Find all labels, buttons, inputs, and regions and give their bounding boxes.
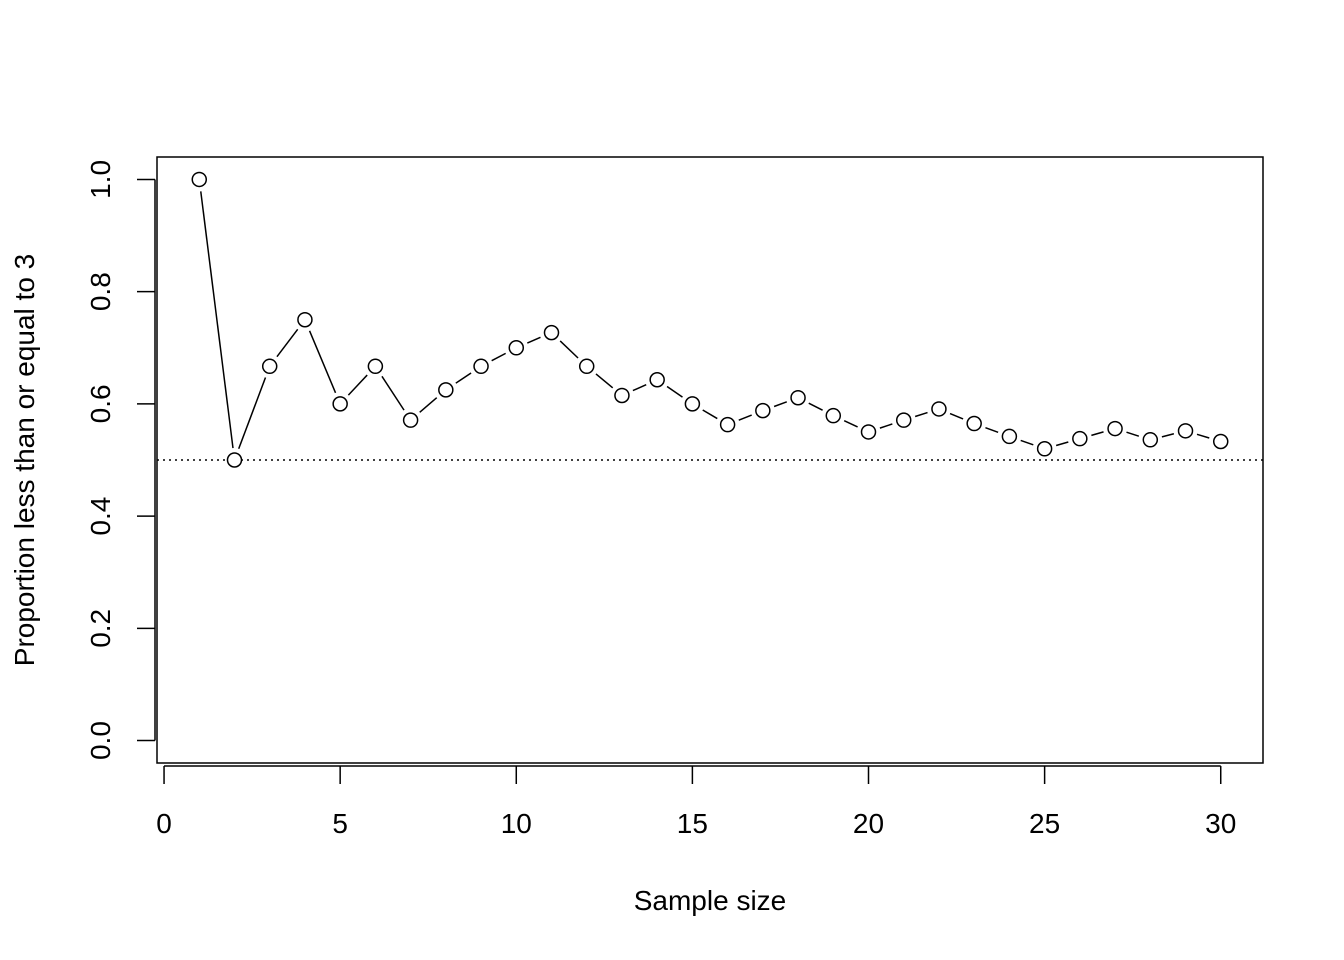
data-point: [508, 340, 525, 356]
series-segment: [1091, 431, 1104, 437]
series-segment: [666, 385, 683, 398]
x-axis-label: Sample size: [634, 885, 787, 916]
series-segment: [773, 401, 788, 408]
series-segment: [632, 383, 647, 392]
series-segment: [1020, 439, 1034, 446]
data-point: [367, 358, 384, 375]
series-segment: [914, 411, 928, 418]
series-segment: [1126, 431, 1140, 437]
y-axis-label: Proportion less than or equal to 3: [9, 254, 40, 666]
series-segment: [559, 340, 579, 359]
data-point: [614, 387, 630, 404]
data-point: [790, 389, 806, 406]
data-point: [825, 407, 842, 424]
series-line-segments: [200, 191, 1210, 450]
series-segment: [879, 423, 893, 429]
y-tick-label: 0.8: [85, 272, 116, 311]
series-segment: [347, 374, 368, 396]
x-tick-label: 20: [853, 808, 884, 839]
series-segment: [308, 330, 337, 394]
series-segment: [843, 420, 858, 428]
series-segment: [808, 402, 823, 411]
x-tick-label: 25: [1029, 808, 1060, 839]
x-tick-label: 30: [1205, 808, 1236, 839]
data-point: [1212, 433, 1229, 450]
data-point: [1142, 432, 1159, 448]
data-point: [332, 396, 348, 412]
data-point: [1177, 423, 1194, 439]
series-segment: [200, 191, 234, 449]
data-point: [261, 358, 278, 375]
data-point: [719, 416, 736, 433]
data-point: [1036, 441, 1053, 457]
data-point: [684, 396, 701, 412]
data-point: [649, 372, 665, 388]
data-point: [438, 382, 454, 398]
y-tick-label: 0.4: [85, 497, 116, 536]
data-point: [755, 402, 771, 419]
series-segment: [381, 375, 405, 411]
series-points: [191, 171, 1229, 468]
series-segment: [1161, 433, 1175, 438]
y-tick-label: 0.0: [85, 721, 116, 760]
data-point: [1001, 428, 1018, 445]
y-tick-label: 0.2: [85, 609, 116, 648]
data-point: [226, 452, 243, 468]
x-tick-label: 10: [501, 808, 532, 839]
data-point: [966, 415, 982, 432]
data-point: [1072, 430, 1088, 447]
series-segment: [527, 336, 541, 344]
x-tick-label: 0: [156, 808, 172, 839]
series-segment: [276, 328, 299, 358]
series-segment: [595, 373, 614, 389]
data-point: [931, 401, 947, 417]
data-point: [402, 412, 419, 428]
series-segment: [738, 414, 752, 421]
series-segment: [702, 409, 718, 420]
y-tick-label: 1.0: [85, 160, 116, 199]
x-axis: 0 5 10 15 20 25 30: [156, 765, 1236, 839]
data-point: [543, 324, 560, 341]
y-tick-label: 0.6: [85, 384, 116, 423]
data-point: [860, 424, 877, 440]
series-segment: [238, 377, 267, 450]
y-axis: 0.0 0.2 0.4 0.6 0.8 1.0: [85, 160, 156, 760]
x-tick-label: 5: [332, 808, 348, 839]
x-tick-label: 15: [677, 808, 708, 839]
data-point: [297, 311, 313, 328]
data-point: [191, 171, 208, 188]
series-segment: [1196, 433, 1210, 439]
data-point: [1107, 420, 1123, 437]
series-segment: [455, 372, 472, 384]
data-point: [473, 358, 489, 375]
series-segment: [985, 426, 999, 434]
data-point: [578, 358, 595, 375]
series-segment: [949, 412, 964, 420]
series-segment: [419, 397, 438, 413]
data-point: [895, 412, 912, 428]
series-segment: [491, 352, 507, 362]
series-segment: [1055, 441, 1069, 447]
